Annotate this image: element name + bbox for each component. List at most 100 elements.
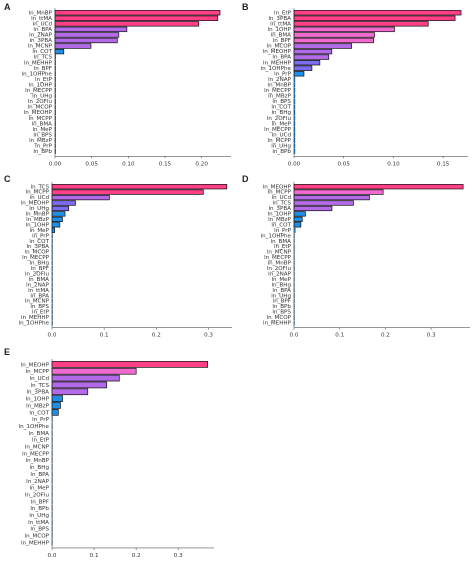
category-label: ln_ttMA [270, 21, 291, 27]
category-label: ln_BPb [33, 149, 52, 155]
bar [54, 121, 56, 127]
x-tick-label: 0.15 [437, 161, 450, 167]
category-label: ln_BPS [30, 527, 49, 533]
category-label: ln_MBzP [268, 94, 291, 100]
category-label: ln_MnBP [26, 458, 50, 464]
bar [293, 222, 302, 228]
bar [51, 309, 53, 315]
bar [54, 137, 56, 143]
category-label: ln_2NAP [268, 77, 291, 83]
bar [293, 216, 303, 223]
category-label: ln_MeP [32, 127, 52, 133]
x-tick-label: 0.00 [49, 161, 62, 167]
bar [51, 194, 110, 201]
bar [293, 137, 296, 143]
category-label: ln_MCOP [267, 315, 292, 321]
category-label: ln_MEHHP [24, 60, 53, 66]
bar [51, 298, 53, 304]
bar [54, 43, 92, 49]
category-label: ln_MCNP [25, 299, 50, 305]
bar [51, 381, 108, 389]
category-label: ln_1OHPhe [19, 321, 50, 327]
bar [54, 93, 56, 99]
bar [54, 143, 56, 149]
bar [51, 395, 63, 402]
bar [54, 48, 65, 55]
category-label: ln_EtP [35, 77, 53, 83]
bar [51, 255, 53, 260]
x-tick-label: 0.0 [290, 333, 299, 339]
category-label: ln_3PBA [269, 206, 292, 212]
category-label: ln_PrP [274, 228, 291, 234]
category-label: ln_BPb [30, 506, 49, 512]
category-label: ln_MnBP [268, 82, 292, 88]
bar [54, 148, 56, 154]
bar [293, 132, 296, 138]
category-label: ln_BPS [272, 310, 291, 316]
category-label: ln_BPF [34, 66, 52, 72]
category-label: ln_MECPP [22, 255, 50, 261]
chart-panel-c: Cln_TCSln_MCPPln_UCdln_MEOHPln_UHgln_MnB… [4, 174, 232, 339]
bar [54, 99, 56, 104]
category-label: ln_MECPP [22, 451, 50, 457]
category-label: ln_ttMA [28, 288, 49, 294]
category-label: ln_MEOHP [263, 49, 292, 55]
category-label: ln_UHg [271, 293, 291, 299]
category-label: ln_BMA [32, 121, 53, 127]
bar [293, 184, 464, 190]
category-label: ln_UCd [272, 132, 292, 138]
category-label: ln_TCS [34, 55, 53, 61]
category-label: ln_TCS [31, 184, 50, 190]
category-label: ln_MBzP [26, 217, 49, 223]
category-label: ln_BPF [273, 299, 291, 305]
bar [51, 409, 59, 416]
bar [51, 374, 120, 382]
bar [51, 216, 63, 223]
panel-label: E [4, 347, 10, 357]
category-label: ln_EtP [32, 310, 50, 316]
x-tick-label: 0.05 [337, 161, 350, 167]
bar [51, 211, 66, 217]
category-label: ln_BPF [31, 499, 49, 505]
bar [54, 60, 56, 66]
bar [51, 304, 53, 309]
category-label: ln_2OFlu [28, 99, 53, 105]
category-label: ln_BHg [30, 465, 50, 471]
category-label: ln_2NAP [26, 479, 49, 485]
category-label: ln_COT [271, 222, 291, 228]
bar [293, 54, 330, 60]
x-tick-label: 0.20 [195, 161, 208, 167]
bar [51, 227, 55, 233]
bar [54, 110, 56, 116]
bar [293, 43, 353, 49]
category-label: ln_2OFlu [25, 271, 50, 277]
category-label: ln_MECPP [264, 255, 292, 261]
bar [293, 121, 296, 127]
category-label: ln_MCNP [28, 44, 53, 50]
category-label: ln_BHg [272, 282, 292, 288]
bar [293, 32, 375, 38]
category-label: ln_COT [29, 239, 49, 245]
category-label: ln_TCS [273, 201, 292, 207]
category-label: ln_1OHP [268, 212, 292, 218]
category-label: ln_BMA [29, 431, 50, 437]
category-label: ln_UHg [29, 206, 49, 212]
bar [54, 21, 200, 27]
category-label: ln_COT [29, 410, 49, 416]
category-label: ln_EtP [274, 10, 292, 16]
x-tick-label: 0.1 [335, 333, 344, 339]
bar [51, 367, 137, 375]
category-label: ln_COT [32, 49, 52, 55]
bar [293, 115, 296, 121]
category-label: ln_UCd [30, 376, 50, 382]
category-label: ln_UHg [32, 94, 52, 100]
bar [51, 271, 53, 277]
category-label: ln_MEHHP [263, 60, 292, 66]
category-label: ln_MeP [271, 121, 291, 127]
panel-label: C [4, 174, 11, 184]
x-tick-label: 0.2 [152, 333, 161, 339]
x-tick-label: 0.3 [427, 333, 436, 339]
category-label: ln_1OHP [26, 222, 50, 228]
category-label: ln_MEOHP [263, 184, 292, 190]
bar [293, 76, 296, 82]
